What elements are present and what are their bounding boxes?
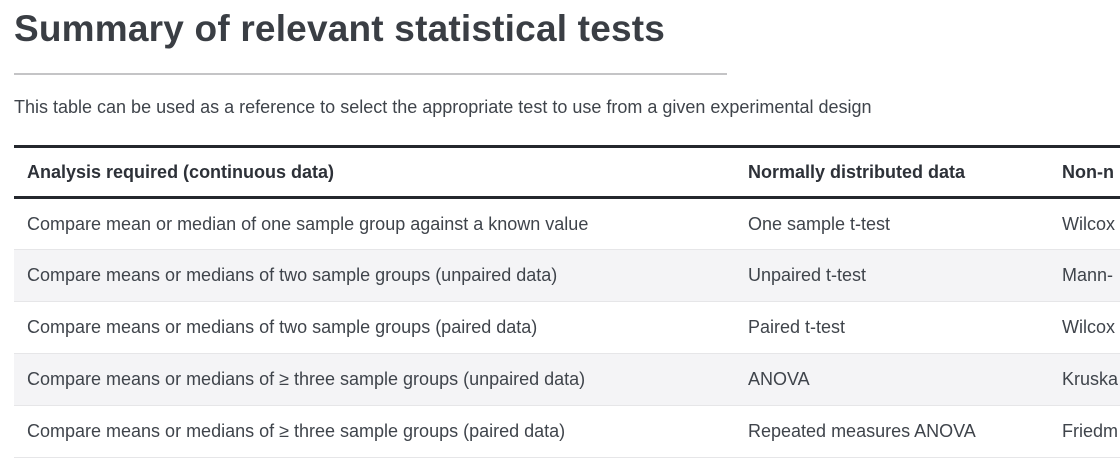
- title-divider: [14, 73, 727, 75]
- page-subtitle: This table can be used as a reference to…: [14, 97, 872, 117]
- analysis-cell: Compare means or medians of two sample g…: [14, 301, 735, 354]
- table-row: Compare means or medians of two sample g…: [14, 301, 1120, 354]
- analysis-cell: Compare means or medians of two sample g…: [14, 249, 735, 302]
- nonnormal-test-cell: Wilcox: [1062, 213, 1115, 234]
- column-header-analysis-required: Analysis required (continuous data): [14, 145, 735, 199]
- nonnormal-test-cell: Mann-: [1049, 249, 1120, 302]
- table-row: Compare means or medians of ≥ three samp…: [14, 353, 1120, 406]
- analysis-cell: Compare means or medians of ≥ three samp…: [14, 405, 735, 458]
- header-row: Analysis required (continuous data) Norm…: [14, 145, 1120, 199]
- table-row: Compare mean or median of one sample gro…: [14, 197, 1120, 250]
- table-row: Compare means or medians of ≥ three samp…: [14, 405, 1120, 458]
- column-header-non-normally-distributed: Non-n: [1049, 145, 1120, 199]
- page-container: Summary of relevant statistical tests Th…: [14, 9, 1120, 458]
- nonnormal-test-cell: Kruska: [1049, 353, 1120, 406]
- normal-test-cell: ANOVA: [735, 353, 1049, 406]
- nonnormal-test-cell: Friedm: [1049, 405, 1120, 458]
- table-row: Compare means or medians of two sample g…: [14, 249, 1120, 302]
- normal-test-cell: Repeated measures ANOVA: [735, 405, 1049, 458]
- table-header: Analysis required (continuous data) Norm…: [14, 145, 1120, 199]
- analysis-cell: Compare mean or median of one sample gro…: [27, 213, 589, 234]
- column-header-normally-distributed: Normally distributed data: [735, 145, 1049, 199]
- page-title: Summary of relevant statistical tests: [14, 8, 666, 49]
- normal-test-cell: One sample t-test: [748, 213, 891, 234]
- normal-test-cell: Unpaired t-test: [735, 249, 1049, 302]
- analysis-cell: Compare means or medians of ≥ three samp…: [14, 353, 735, 406]
- nonnormal-test-cell: Wilcox: [1049, 301, 1120, 354]
- normal-test-cell: Paired t-test: [735, 301, 1049, 354]
- statistical-tests-table: Analysis required (continuous data) Norm…: [14, 145, 1120, 458]
- table-body: Compare mean or median of one sample gro…: [14, 197, 1120, 458]
